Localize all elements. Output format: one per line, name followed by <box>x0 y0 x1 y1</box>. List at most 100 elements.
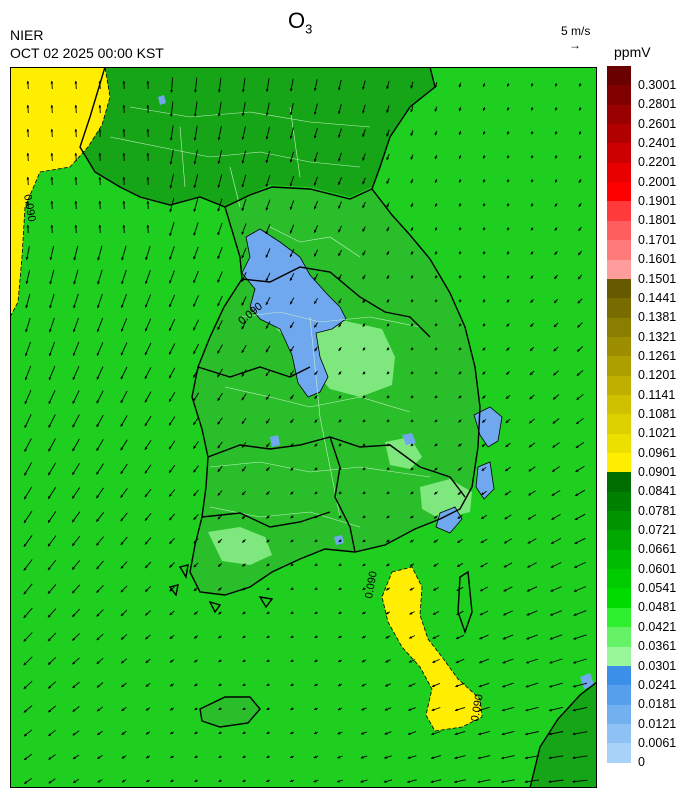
wind-vector <box>362 177 366 185</box>
wind-vector <box>506 155 510 159</box>
wind-vector <box>573 634 587 640</box>
wind-vector <box>338 491 342 495</box>
wind-vector <box>217 514 223 520</box>
wind-vector <box>96 706 104 712</box>
wind-vector <box>266 683 270 687</box>
wind-vector <box>434 443 438 447</box>
legend-swatch <box>607 336 631 357</box>
wind-vector <box>265 175 271 187</box>
wind-vector <box>434 251 438 255</box>
wind-vector <box>73 269 79 285</box>
wind-vector <box>121 731 127 735</box>
wind-vector <box>386 395 390 399</box>
wind-vector <box>525 731 539 736</box>
wind-vector <box>23 656 33 666</box>
ozone-concentration-map: 0.090 0.090 0.090 0.090 <box>10 67 597 788</box>
wind-vector <box>314 563 318 567</box>
wind-vector <box>410 515 414 519</box>
wind-vector <box>217 174 223 188</box>
wind-vector <box>313 127 318 139</box>
wind-vector <box>289 779 295 783</box>
wind-vector <box>506 299 510 303</box>
wind-vector <box>266 659 270 663</box>
wind-vector <box>120 390 128 404</box>
wind-reference-arrow-icon: → <box>569 38 581 52</box>
wind-vector <box>407 755 417 759</box>
wind-vector <box>96 317 104 333</box>
wind-vector <box>407 731 417 735</box>
wind-vector <box>506 251 510 255</box>
wind-vector <box>194 707 198 711</box>
wind-vector <box>170 779 174 783</box>
wind-vector <box>458 82 462 88</box>
wind-vector <box>193 101 198 117</box>
wind-vector <box>576 346 584 352</box>
wind-vector <box>455 682 465 688</box>
wind-vector <box>434 178 438 184</box>
legend-label: 0.2001 <box>638 174 677 189</box>
wind-vector <box>25 269 31 285</box>
legend-label: 0.0961 <box>638 445 677 460</box>
wind-vector <box>290 707 294 711</box>
legend-swatch <box>607 143 631 164</box>
wind-vector <box>502 658 514 664</box>
wind-vector <box>96 633 104 641</box>
wind-vector <box>575 465 585 473</box>
wind-vector <box>23 607 33 619</box>
wind-vector <box>23 680 33 690</box>
wind-vector <box>146 176 150 186</box>
wind-vector <box>218 683 222 687</box>
wind-vector <box>71 608 81 618</box>
wind-vector <box>337 755 343 759</box>
wind-vector <box>289 175 295 187</box>
wind-vector <box>120 609 128 617</box>
wind-vector <box>578 107 582 111</box>
wind-vector <box>578 226 582 232</box>
wind-vector <box>362 539 366 543</box>
wind-vector <box>266 515 270 519</box>
wind-vector <box>574 561 586 569</box>
wind-vector <box>433 539 439 543</box>
wind-vector <box>501 730 515 736</box>
wind-vector <box>314 467 318 471</box>
wind-vectors <box>23 77 588 784</box>
wind-vector <box>430 779 442 784</box>
wind-vector <box>506 83 510 87</box>
wind-vector <box>218 659 222 663</box>
wind-vector <box>456 610 464 616</box>
wind-vector <box>74 128 78 138</box>
wind-vector <box>314 370 318 376</box>
wind-vector <box>24 778 32 784</box>
wind-vector <box>480 538 488 544</box>
wind-vector <box>290 394 294 400</box>
wind-vector <box>266 611 270 615</box>
wind-vector <box>572 682 588 688</box>
wind-vector <box>241 77 246 93</box>
wind-vector <box>289 755 294 759</box>
wind-vector <box>120 488 128 498</box>
wind-vector <box>408 635 416 639</box>
wind-vector <box>434 347 438 351</box>
wind-vector <box>313 707 319 711</box>
wind-vector <box>458 443 462 447</box>
wind-vector <box>337 683 343 687</box>
wind-vector <box>338 225 342 233</box>
wind-vector <box>49 245 55 261</box>
legend-label: 0 <box>638 755 645 770</box>
contour-label: 0.090 <box>469 693 486 722</box>
wind-vector <box>194 779 198 783</box>
wind-vector <box>482 107 486 111</box>
wind-vector <box>74 200 78 210</box>
wind-vector <box>554 227 558 231</box>
wind-vector <box>218 707 222 711</box>
wind-vector <box>49 293 55 309</box>
wind-vector <box>481 419 487 423</box>
wind-vector <box>145 634 151 640</box>
wind-vector <box>48 438 56 452</box>
wind-vector <box>48 754 56 760</box>
legend-swatch <box>607 433 631 454</box>
wind-vector <box>193 489 199 497</box>
wind-vector <box>503 586 513 592</box>
wind-vector <box>338 371 342 375</box>
wind-vector <box>386 347 390 351</box>
